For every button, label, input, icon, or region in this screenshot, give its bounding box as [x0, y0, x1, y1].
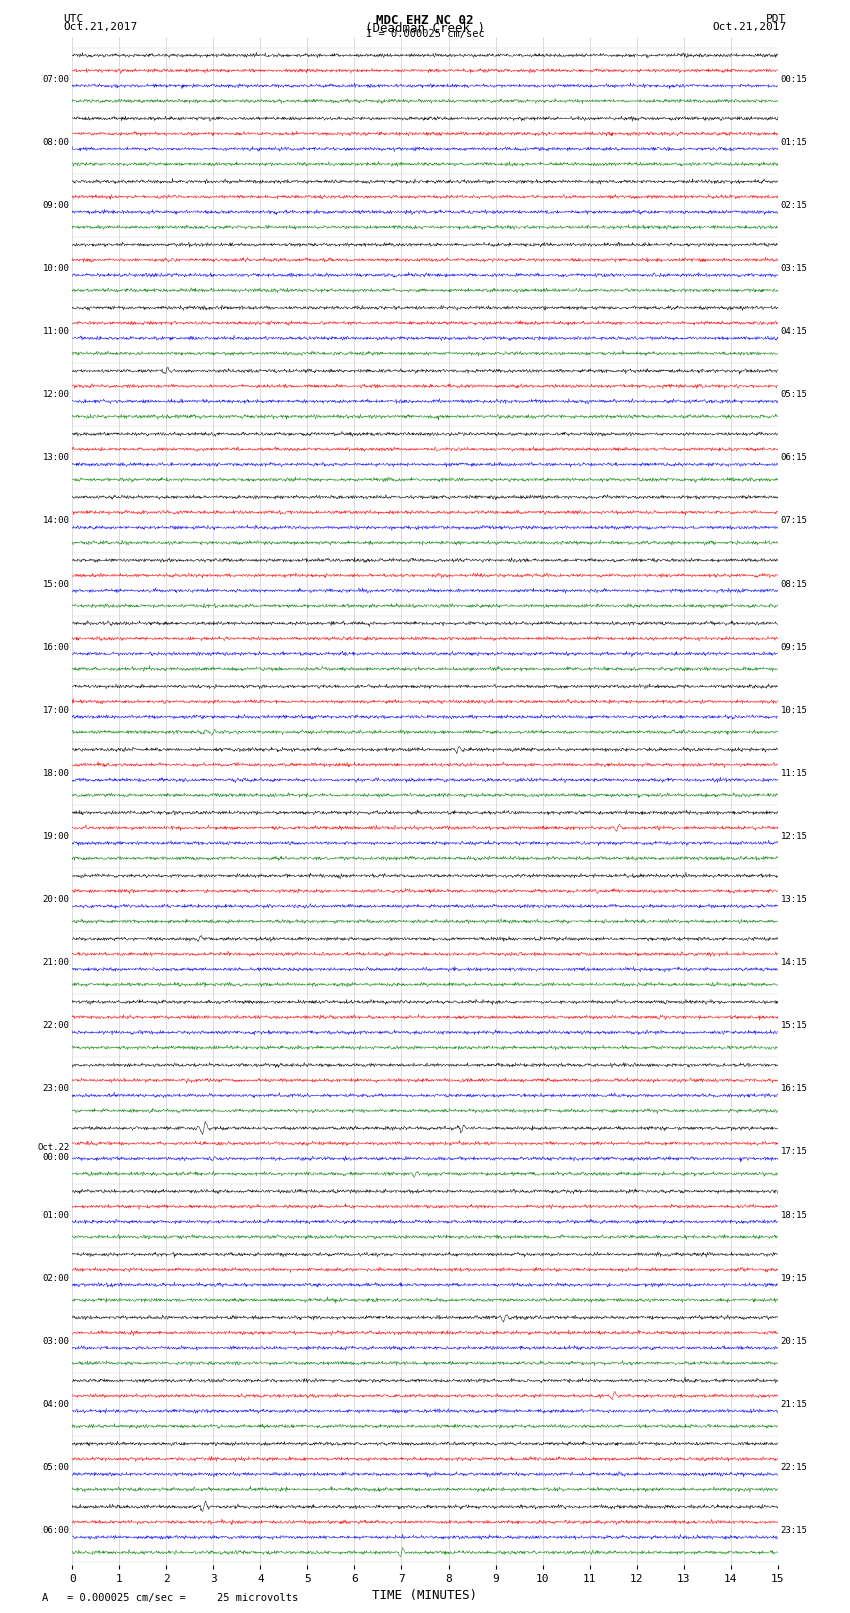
Text: Oct.21,2017: Oct.21,2017: [64, 23, 138, 32]
Text: A   = 0.000025 cm/sec =     25 microvolts: A = 0.000025 cm/sec = 25 microvolts: [42, 1594, 298, 1603]
Text: UTC: UTC: [64, 13, 84, 24]
X-axis label: TIME (MINUTES): TIME (MINUTES): [372, 1589, 478, 1602]
Text: I = 0.000025 cm/sec: I = 0.000025 cm/sec: [366, 29, 484, 39]
Text: MDC EHZ NC 02: MDC EHZ NC 02: [377, 13, 473, 27]
Text: Oct.21,2017: Oct.21,2017: [712, 23, 786, 32]
Text: (Deadman Creek ): (Deadman Creek ): [365, 23, 485, 35]
Text: PDT: PDT: [766, 13, 786, 24]
